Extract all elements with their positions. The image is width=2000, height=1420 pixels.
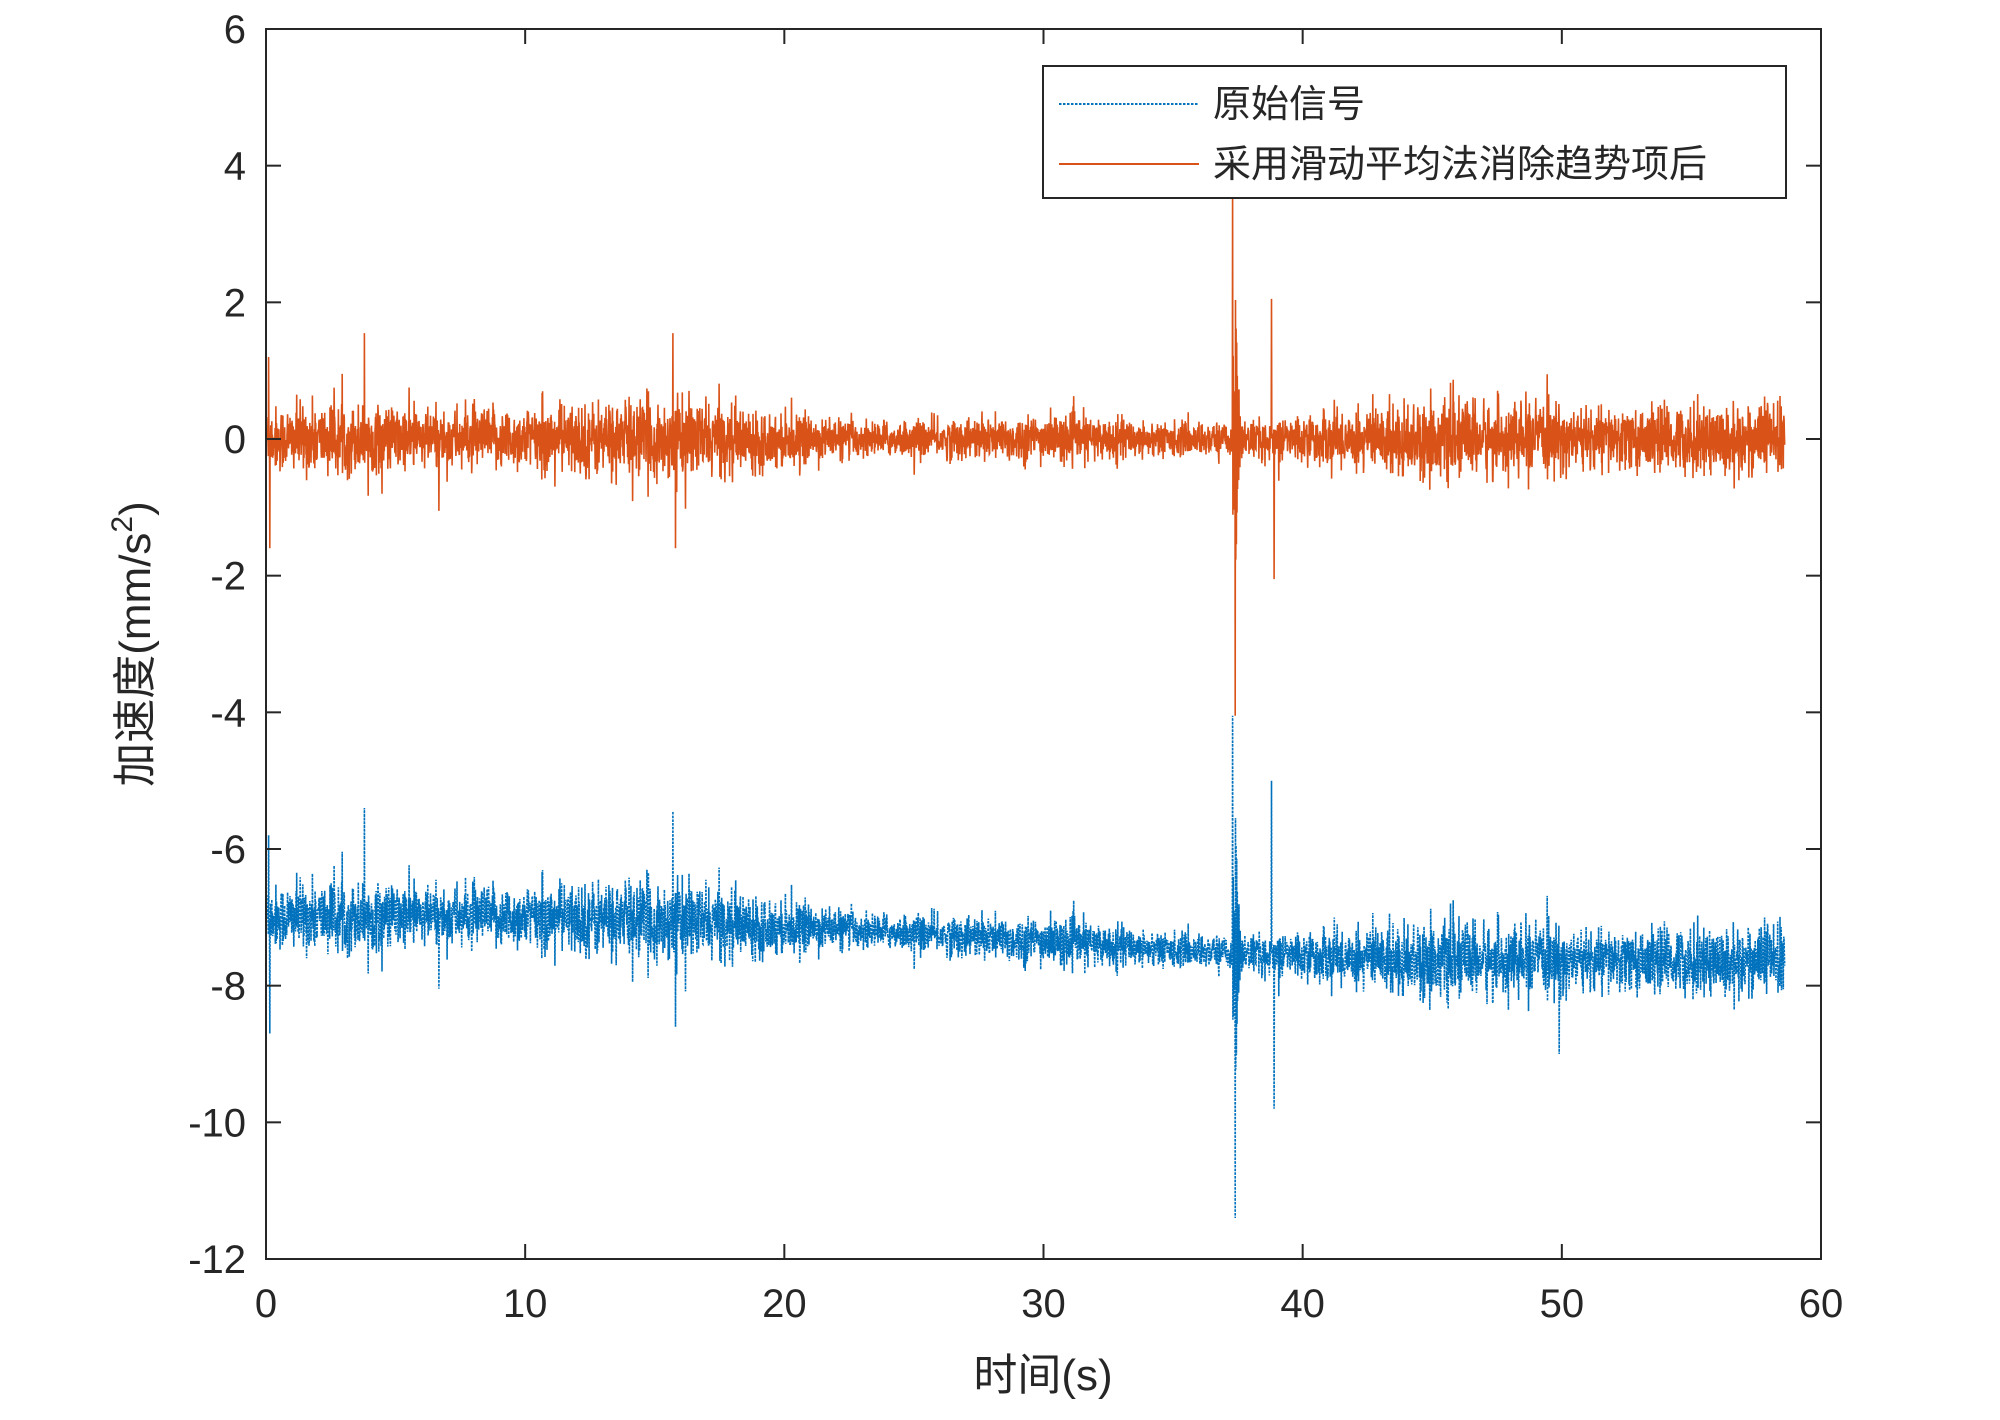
x-tick-label: 0 [255,1282,277,1326]
y-tick-label: -6 [210,828,246,872]
y-axis-label-superscript: 2 [106,516,139,533]
y-tick-label: 6 [224,8,246,52]
y-tick-label: 0 [224,418,246,462]
y-axis-label: 加速度(mm/s2) [106,501,160,787]
y-tick-label: -12 [188,1238,246,1282]
x-tick-label: 20 [762,1282,807,1326]
y-tick-label: -4 [210,691,246,735]
x-tick-label: 30 [1021,1282,1066,1326]
series-line-1 [265,186,1786,716]
x-tick-label: 60 [1799,1282,1844,1326]
y-tick-label: -10 [188,1101,246,1145]
y-tick-label: 2 [224,281,246,325]
y-tick-label: 4 [224,145,246,189]
y-axis-label-prefix: 加速度(mm/s [111,533,160,787]
y-tick-label: -2 [210,555,246,599]
legend-box [1042,65,1787,199]
legend-entry-label: 采用滑动平均法消除趋势项后 [1213,144,1707,186]
x-axis-label: 时间(s) [973,1351,1112,1400]
x-tick-label: 10 [503,1282,548,1326]
y-axis-label-suffix: ) [111,501,160,516]
y-tick-label: -8 [210,965,246,1009]
x-tick-label: 40 [1280,1282,1325,1326]
tick-layer: 0 10 20 30 40 50 60 -12 -10 -8 -6 -4 -2 0 2 4 6 [188,8,1843,1326]
series-line-0 [265,715,1786,1219]
x-tick-label: 50 [1540,1282,1585,1326]
plot-frame [265,28,1822,1260]
series-layer [265,186,1786,1219]
legend-entry-label: 原始信号 [1213,84,1365,126]
